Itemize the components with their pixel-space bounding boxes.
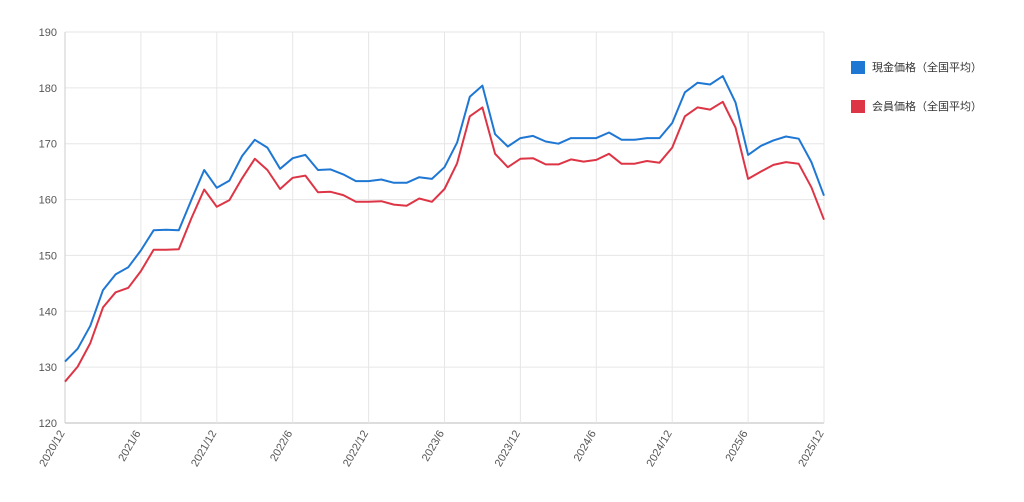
x-tick-label: 2024/12 [645,429,675,469]
y-tick-label: 170 [39,139,57,151]
x-tick-label: 2021/6 [116,429,143,464]
y-tick-label: 160 [39,195,57,207]
x-tick-label: 2025/6 [723,429,750,464]
legend-swatch-1 [851,61,865,74]
x-tick-label: 2022/6 [268,429,295,464]
axes: 120 130 140 150 160 170 180 190 2020/12 2021/6 202… [37,27,826,469]
series-line-2 [64,100,825,383]
y-tick-label: 150 [39,250,57,262]
series-line-1 [64,75,825,363]
y-tick-label: 120 [39,418,57,430]
x-tick-label: 2022/12 [341,429,371,469]
y-tick-label: 180 [39,83,57,95]
legend-swatch-2 [851,100,865,113]
y-tick-label: 130 [39,362,57,374]
series-lines [64,75,825,383]
x-tick-label: 2024/6 [572,429,599,464]
gridlines [64,31,825,424]
legend-label-2: 会員価格（全国平均） [872,99,982,113]
x-tick-label: 2025/12 [796,429,826,469]
y-tick-label: 190 [39,27,57,39]
x-tick-label: 2021/12 [189,429,219,469]
legend-label-1: 現金価格（全国平均） [872,60,982,74]
x-tick-label: 2020/12 [37,429,67,469]
y-tick-label: 140 [39,306,57,318]
x-tick-label: 2023/6 [420,429,447,464]
legend: 現金価格（全国平均） 会員価格（全国平均） [851,60,982,113]
x-tick-label: 2023/12 [493,429,523,469]
